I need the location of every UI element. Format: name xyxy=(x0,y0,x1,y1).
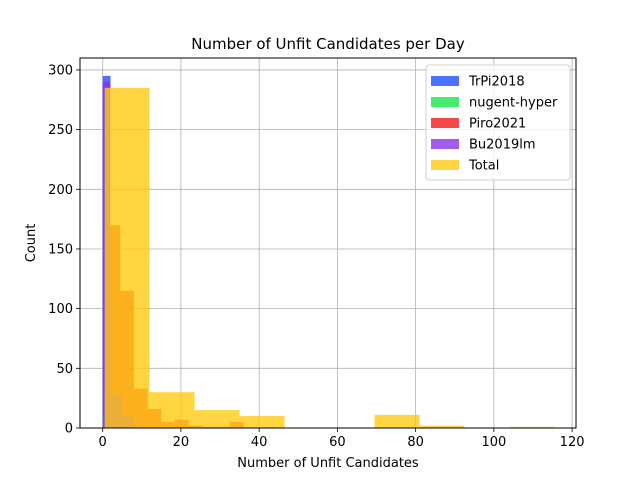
bar-total xyxy=(374,414,420,428)
bar-total xyxy=(239,416,285,428)
legend-label: Bu2019lm xyxy=(469,138,536,153)
legend-swatch xyxy=(431,97,459,107)
legend-label: Total xyxy=(468,159,499,174)
legend-swatch xyxy=(431,118,459,128)
y-tick-label: 200 xyxy=(48,183,73,198)
chart-title: Number of Unfit Candidates per Day xyxy=(191,35,465,53)
x-tick-label: 20 xyxy=(173,435,190,450)
plot-frame xyxy=(79,57,577,429)
y-tick-label: 150 xyxy=(48,242,73,257)
bar-total xyxy=(104,87,150,428)
legend: TrPi2018 nugent-hyper Piro2021 Bu2019lm Tota… xyxy=(425,64,571,181)
x-tick-label: 60 xyxy=(329,435,346,450)
x-tick-label: 100 xyxy=(481,435,506,450)
y-tick-label: 300 xyxy=(48,63,73,78)
legend-swatch xyxy=(431,139,459,149)
series-total xyxy=(104,87,555,428)
legend-label: nugent-hyper xyxy=(469,96,558,111)
legend-swatch xyxy=(431,160,459,170)
y-tick-label: 50 xyxy=(56,362,73,377)
bar-total xyxy=(419,425,465,428)
legend-label: Piro2021 xyxy=(469,117,526,132)
y-tick-label: 250 xyxy=(48,123,73,138)
bar-total xyxy=(194,410,240,428)
legend-label: TrPi2018 xyxy=(468,75,525,90)
ticks: 0 20 40 60 80 100 120 0 50 100 150 200 250 300 xyxy=(48,63,584,450)
x-axis-label: Number of Unfit Candidates xyxy=(237,456,419,471)
x-tick-label: 40 xyxy=(251,435,268,450)
x-tick-label: 80 xyxy=(407,435,424,450)
legend-swatch xyxy=(431,76,459,86)
x-tick-label: 120 xyxy=(560,435,585,450)
y-tick-label: 0 xyxy=(65,422,73,437)
y-axis-label: Count xyxy=(24,224,39,263)
y-tick-label: 100 xyxy=(48,302,73,317)
legend-box xyxy=(425,64,571,181)
bars xyxy=(102,75,555,428)
bar-total xyxy=(149,392,195,428)
x-tick-label: 0 xyxy=(99,435,107,450)
bar-total xyxy=(509,426,555,428)
